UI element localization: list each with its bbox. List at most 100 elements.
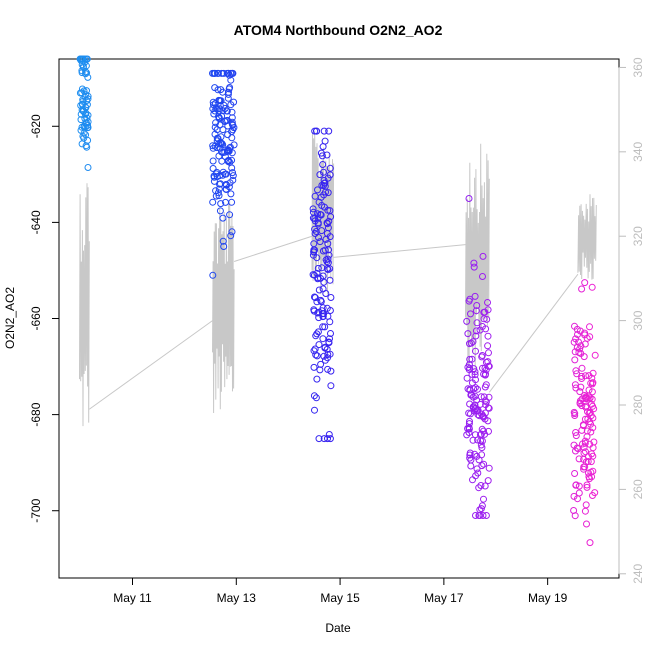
data-point — [474, 385, 481, 393]
data-point — [474, 411, 482, 419]
secondary-series — [79, 130, 597, 427]
data-point — [224, 158, 232, 166]
data-point — [570, 492, 578, 500]
data-point — [585, 469, 592, 477]
data-point — [326, 435, 334, 443]
data-point — [222, 180, 230, 188]
data-point — [586, 323, 593, 331]
data-point — [316, 171, 324, 179]
data-point — [469, 338, 477, 346]
data-point — [317, 360, 325, 368]
data-point — [314, 186, 321, 194]
data-point — [325, 127, 333, 135]
data-point — [464, 330, 472, 338]
data-point — [314, 309, 322, 317]
data-point — [224, 116, 231, 124]
y-tick-label: -700 — [29, 498, 43, 522]
data-point — [79, 64, 87, 72]
data-point — [585, 372, 593, 380]
data-point — [572, 481, 580, 489]
data-point — [478, 462, 486, 470]
data-point — [223, 69, 231, 77]
data-point — [578, 395, 586, 403]
data-point — [319, 143, 327, 151]
data-point — [479, 273, 486, 280]
data-point — [209, 142, 217, 150]
data-point — [588, 388, 596, 396]
data-point — [313, 375, 321, 383]
data-point — [325, 431, 333, 438]
data-point — [229, 126, 237, 134]
x-tick-label: May 13 — [217, 591, 257, 605]
data-point — [484, 306, 492, 314]
data-point — [571, 356, 579, 364]
data-point — [586, 408, 594, 416]
data-point — [477, 482, 485, 489]
data-point — [478, 502, 486, 510]
data-point — [484, 332, 492, 340]
data-point — [588, 450, 596, 458]
y2-tick-label: 360 — [631, 57, 645, 77]
data-point — [588, 380, 596, 388]
data-point — [570, 408, 578, 416]
data-point — [319, 313, 327, 321]
data-points — [76, 55, 599, 547]
data-point — [582, 448, 589, 456]
data-point — [583, 427, 591, 435]
data-point — [485, 349, 492, 357]
data-point — [213, 168, 221, 176]
data-point — [583, 483, 591, 491]
data-point — [581, 340, 589, 348]
data-point — [466, 451, 474, 459]
data-point — [581, 279, 589, 287]
data-point — [581, 507, 589, 515]
data-point — [319, 161, 327, 168]
data-point — [315, 234, 322, 241]
data-point — [574, 445, 582, 453]
data-point — [591, 489, 599, 497]
data-point — [572, 432, 580, 440]
data-point — [212, 119, 220, 127]
data-point — [227, 190, 235, 198]
data-point — [465, 297, 473, 305]
data-point — [215, 97, 223, 104]
data-point — [473, 465, 481, 473]
data-point — [469, 436, 477, 444]
data-point — [216, 207, 224, 215]
data-point — [579, 440, 586, 448]
y2-tick-label: 240 — [631, 563, 645, 583]
data-point — [325, 251, 333, 259]
data-point — [80, 87, 88, 95]
data-point — [578, 364, 586, 372]
data-point — [82, 120, 90, 128]
data-point — [324, 365, 332, 373]
data-point — [472, 347, 479, 355]
data-point — [318, 227, 326, 235]
data-point — [589, 444, 597, 452]
data-point — [474, 469, 482, 477]
data-point — [473, 452, 481, 460]
data-point — [586, 333, 594, 341]
y-tick-label: -620 — [29, 114, 43, 138]
secondary-burst-line — [79, 183, 90, 427]
data-point — [465, 361, 473, 369]
data-point — [229, 172, 237, 180]
data-point — [210, 101, 217, 109]
data-point — [591, 351, 599, 359]
data-point — [228, 228, 236, 236]
x-axis-label: Date — [325, 621, 351, 635]
data-point — [465, 195, 473, 202]
data-point — [320, 127, 328, 135]
data-point — [212, 187, 220, 195]
data-point — [476, 431, 484, 439]
data-point — [484, 342, 492, 350]
y-axis: -620 -640 -660 -680 -700 — [29, 114, 60, 523]
data-point — [467, 310, 474, 318]
data-point — [310, 392, 318, 400]
data-point — [479, 512, 487, 519]
data-point — [209, 157, 217, 165]
data-point — [580, 463, 588, 471]
data-point — [311, 406, 318, 414]
data-point — [220, 243, 228, 250]
data-point — [483, 315, 491, 323]
